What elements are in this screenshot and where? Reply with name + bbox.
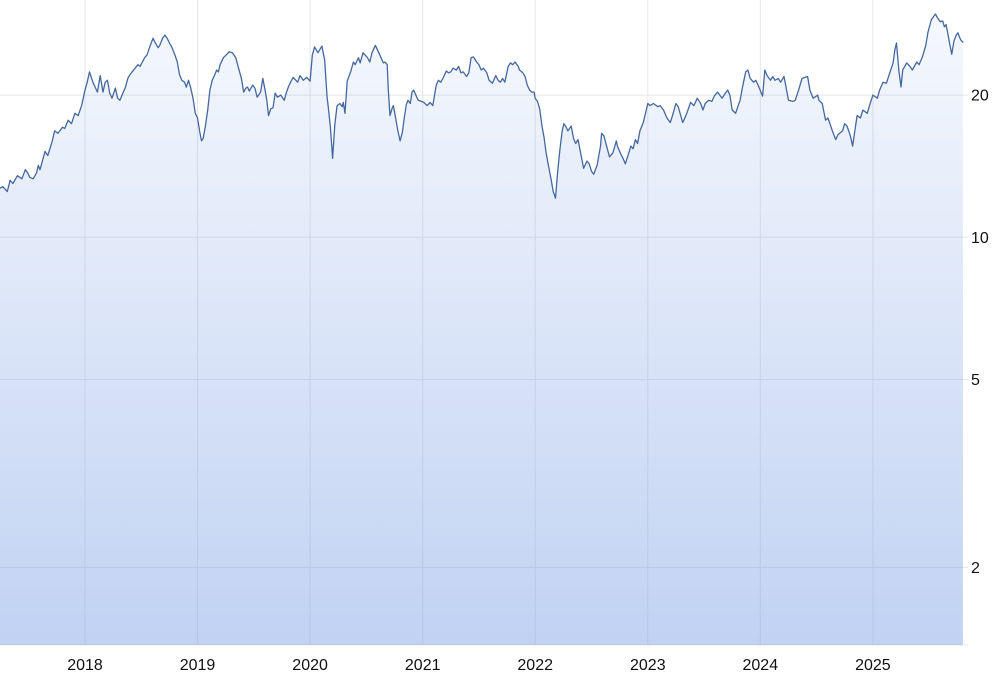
- area-fill: [0, 14, 963, 645]
- price-line: [0, 13, 964, 199]
- plot-area[interactable]: [0, 0, 968, 645]
- x-axis-label-2019: 2019: [180, 657, 216, 674]
- y-axis-label-5: 5: [971, 372, 980, 389]
- y-axis-label-10: 10: [971, 230, 989, 247]
- y-axis-label-20: 20: [971, 88, 989, 105]
- x-axis-labels: 2018 2019 2020 2021 2022 2023 2024 2025: [67, 657, 891, 674]
- y-axis-labels: 20 10 5 2: [971, 88, 989, 577]
- x-axis-label-2022: 2022: [517, 657, 553, 674]
- x-axis-label-2023: 2023: [630, 657, 666, 674]
- x-axis-label-2020: 2020: [292, 657, 328, 674]
- x-axis-label-2018: 2018: [67, 657, 103, 674]
- x-axis-label-2021: 2021: [405, 657, 441, 674]
- y-axis-label-2: 2: [971, 560, 980, 577]
- x-axis-label-2024: 2024: [743, 657, 779, 674]
- x-axis-label-2025: 2025: [855, 657, 891, 674]
